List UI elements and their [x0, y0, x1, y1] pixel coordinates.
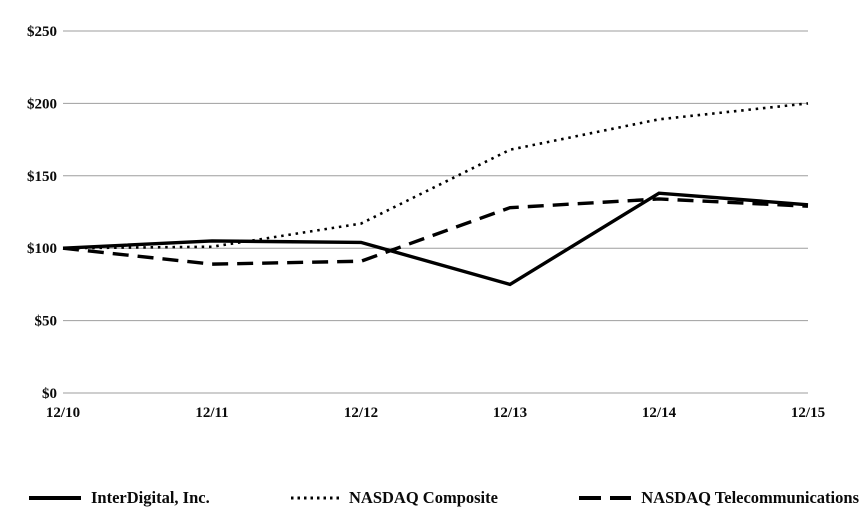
series-line-dotted	[62, 102, 809, 250]
y-axis-tick-label: $50	[35, 314, 58, 330]
performance-line-chart-canvas: $0 $50 $100 $150 $200 $250 12/10 12/11 12/12 12/1…	[27, 24, 825, 421]
legend-item-interdigital: InterDigital, Inc.	[28, 488, 210, 508]
dotted-line-sample-icon	[291, 496, 339, 500]
y-axis-tick-label: $200	[27, 96, 57, 112]
legend-item-nasdaq-telecom: NASDAQ Telecommunications	[578, 488, 859, 508]
series-line-dashed	[62, 197, 809, 266]
y-axis-tick-label: $250	[27, 24, 57, 40]
x-axis-tick-label: 12/13	[493, 405, 527, 421]
legend-label-interdigital: InterDigital, Inc.	[91, 488, 210, 507]
legend-label-nasdaq-composite: NASDAQ Composite	[349, 488, 498, 507]
solid-line-sample-icon	[29, 496, 81, 500]
x-axis-tick-label: 12/14	[642, 405, 677, 421]
series-line-solid	[62, 191, 809, 287]
y-axis-tick-label: $100	[27, 241, 57, 257]
legend-label-nasdaq-telecom: NASDAQ Telecommunications	[641, 488, 859, 507]
x-axis-tick-label: 12/12	[344, 405, 378, 421]
legend-item-nasdaq-composite: NASDAQ Composite	[290, 488, 498, 508]
x-axis-tick-label: 12/15	[791, 405, 825, 421]
dashed-line-sample-icon	[579, 496, 632, 500]
x-axis-tick-label: 12/11	[195, 405, 228, 421]
chart-legend: InterDigital, Inc. NASDAQ Composite NASD…	[0, 481, 863, 515]
x-axis-tick-label: 12/10	[46, 405, 80, 421]
y-axis-tick-label: $150	[27, 169, 57, 185]
y-axis-tick-label: $0	[42, 386, 57, 402]
